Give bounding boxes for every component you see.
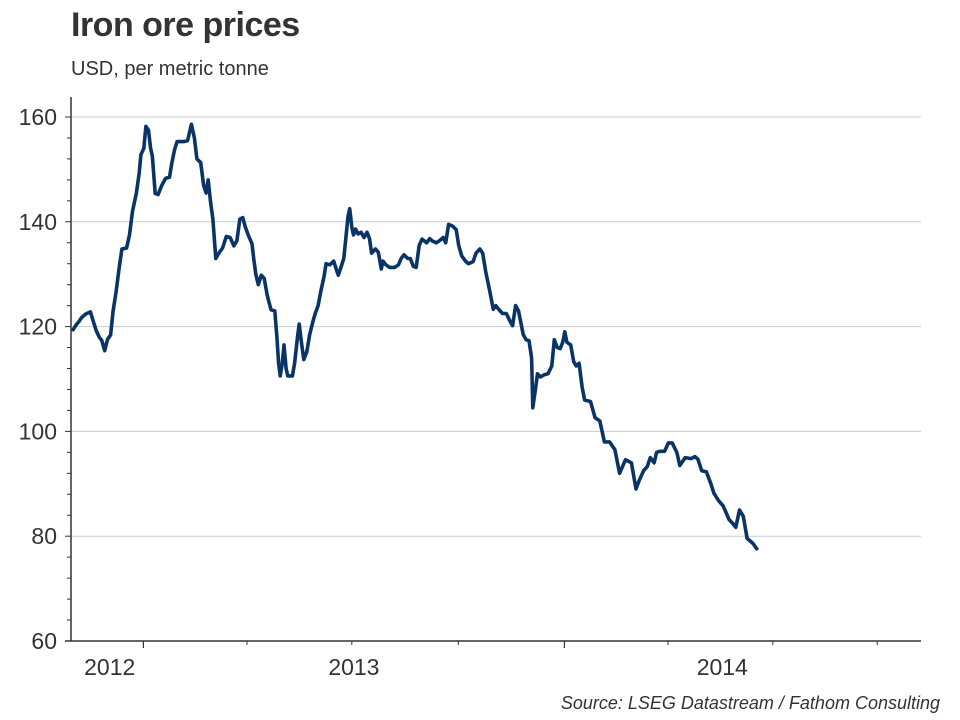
- y-tick-label: 80: [31, 523, 57, 549]
- axes: [65, 97, 921, 642]
- gridlines: [71, 116, 921, 537]
- x-tick-label: 2012: [84, 654, 135, 680]
- tick-marks: [65, 116, 878, 648]
- series-group: [71, 122, 759, 551]
- x-tick-label: 2014: [697, 654, 748, 680]
- y-tick-label: 140: [19, 209, 57, 235]
- chart-title: Iron ore prices: [71, 6, 300, 44]
- source-note: Source: LSEG Datastream / Fathom Consult…: [560, 693, 940, 713]
- x-tick-label: 2013: [328, 654, 379, 680]
- y-tick-label: 160: [19, 104, 57, 130]
- series-line-iron-ore: [71, 122, 759, 551]
- chart-subtitle: USD, per metric tonne: [71, 58, 269, 80]
- y-tick-label: 100: [19, 418, 57, 444]
- y-tick-label: 60: [31, 628, 57, 654]
- tick-labels: 60 80 100 120 140 160 2012 2013 2014: [19, 104, 748, 680]
- y-tick-label: 120: [19, 314, 57, 340]
